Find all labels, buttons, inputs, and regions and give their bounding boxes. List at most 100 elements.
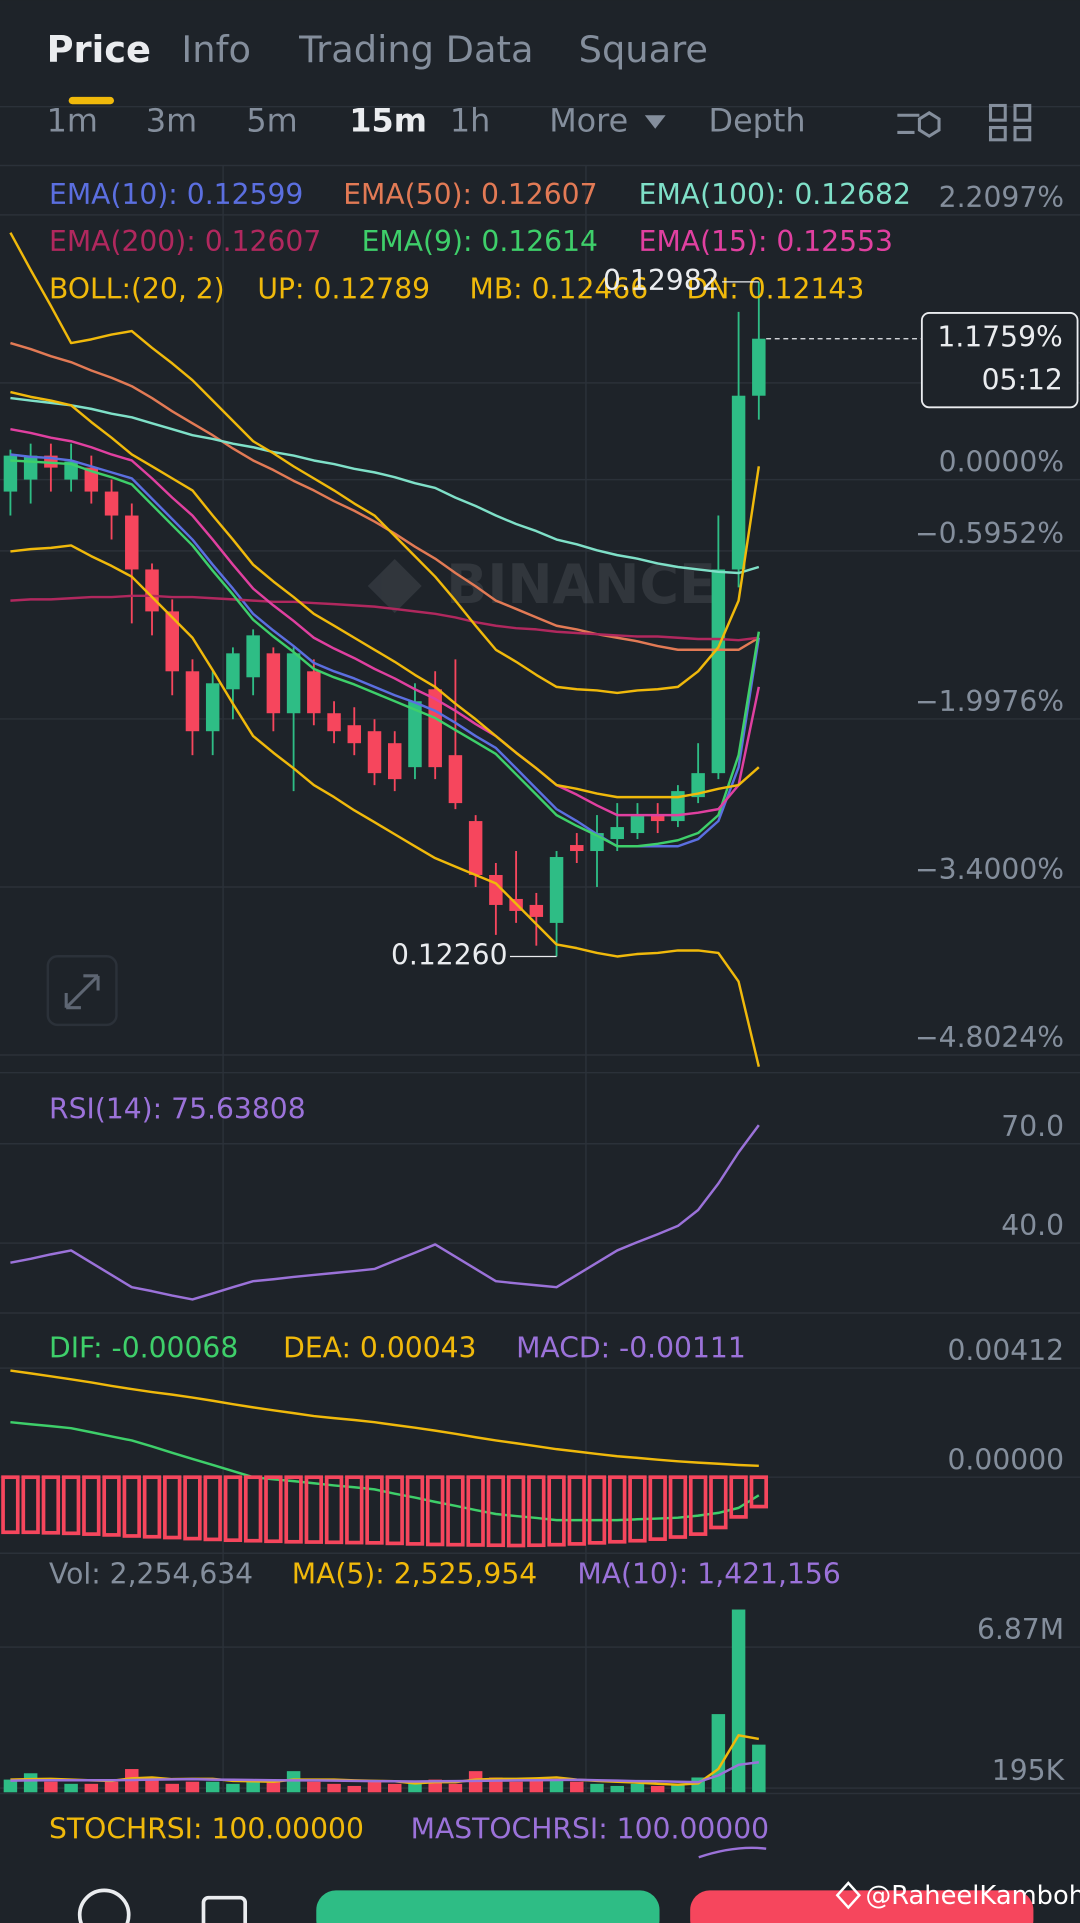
buy-button[interactable] bbox=[316, 1890, 660, 1923]
candle-body bbox=[610, 827, 624, 840]
histogram-bar bbox=[446, 1475, 465, 1547]
histogram-bar bbox=[345, 1475, 364, 1545]
legend-entry: EMA(200): 0.12607 bbox=[49, 225, 321, 258]
candle-body bbox=[408, 701, 422, 768]
interval[interactable]: 1m bbox=[47, 102, 98, 140]
settings-icon[interactable] bbox=[897, 111, 941, 138]
volume-bar bbox=[590, 1783, 604, 1793]
y-tick-label: −3.4000% bbox=[915, 853, 1064, 886]
y-tick-label: −1.9976% bbox=[915, 685, 1064, 718]
y-tick-label: −4.8024% bbox=[915, 1021, 1064, 1054]
candle-body bbox=[387, 743, 402, 780]
legend-entry: EMA(50): 0.12607 bbox=[343, 178, 597, 211]
histogram-bar bbox=[284, 1475, 303, 1544]
indicator-line bbox=[10, 1369, 759, 1468]
indicator-line bbox=[10, 428, 761, 817]
interval[interactable]: 5m bbox=[246, 102, 297, 140]
candle-body bbox=[3, 455, 18, 492]
histogram-bar bbox=[425, 1475, 445, 1547]
histogram-bar bbox=[1, 1475, 20, 1535]
histogram-bar bbox=[466, 1475, 485, 1547]
tab[interactable]: Square bbox=[579, 28, 708, 71]
candle-body bbox=[307, 671, 321, 714]
legend-entry: MA(5): 2,525,954 bbox=[292, 1557, 537, 1590]
tab[interactable]: Info bbox=[181, 28, 251, 71]
indicator-line bbox=[10, 1420, 760, 1522]
layout-icon[interactable] bbox=[988, 103, 1032, 142]
volume-bar bbox=[165, 1783, 179, 1793]
volume-bar bbox=[246, 1779, 260, 1793]
legend-entry: UP: 0.12789 bbox=[257, 273, 430, 306]
volume-bar bbox=[408, 1781, 422, 1793]
sell-button[interactable] bbox=[690, 1890, 1034, 1923]
volume-bar bbox=[307, 1781, 321, 1793]
volume-bar bbox=[448, 1783, 463, 1793]
credit-icon bbox=[835, 1881, 861, 1910]
volume-bar bbox=[145, 1777, 159, 1793]
plots: 2.2097%0.8073%0.0000%−0.5952%−1.9976%−3.… bbox=[0, 178, 1080, 1793]
volume-bar bbox=[671, 1783, 685, 1793]
volume-bar bbox=[327, 1783, 341, 1793]
volume-bar bbox=[711, 1714, 726, 1793]
tab[interactable]: Price bbox=[47, 28, 151, 71]
candle-body bbox=[752, 338, 766, 396]
volume-bar bbox=[226, 1783, 240, 1793]
volume-bar bbox=[610, 1785, 624, 1793]
legend-entry: EMA(100): 0.12682 bbox=[639, 178, 911, 211]
expand-icon bbox=[64, 974, 100, 1010]
volume-bar bbox=[286, 1771, 301, 1793]
candle-body bbox=[286, 653, 301, 714]
histogram-bar bbox=[405, 1475, 425, 1546]
candle-body bbox=[226, 653, 240, 690]
candle-body bbox=[165, 611, 179, 672]
histogram-bar bbox=[749, 1475, 769, 1509]
candle-body bbox=[367, 731, 382, 774]
interval[interactable]: 3m bbox=[146, 102, 197, 140]
histogram-bar bbox=[547, 1475, 566, 1547]
volume-bar bbox=[387, 1783, 402, 1793]
candle-body bbox=[711, 569, 726, 774]
histogram-bar bbox=[648, 1475, 667, 1541]
legend-entry: DIF: -0.00068 bbox=[49, 1332, 238, 1365]
interval-more[interactable]: More bbox=[549, 102, 628, 140]
histogram-bar bbox=[486, 1475, 506, 1548]
y-tick-label: 70.0 bbox=[1001, 1110, 1064, 1143]
indicator-line bbox=[9, 232, 761, 695]
nav-icon[interactable] bbox=[201, 1895, 248, 1923]
price-tag-countdown: 05:12 bbox=[982, 364, 1063, 397]
candle-body bbox=[185, 671, 200, 732]
volume-bar bbox=[367, 1781, 382, 1793]
candle-body bbox=[529, 904, 544, 917]
price-tag bbox=[920, 312, 1079, 409]
indicator-line bbox=[10, 594, 759, 642]
candle-body bbox=[489, 874, 503, 905]
nav-icon[interactable] bbox=[77, 1888, 131, 1923]
volume-bar bbox=[84, 1783, 99, 1793]
candle-body bbox=[570, 845, 584, 852]
legend-entry: DEA: 0.00043 bbox=[283, 1332, 476, 1365]
stochrsi-line bbox=[698, 1846, 767, 1859]
y-tick-label: 2.2097% bbox=[939, 181, 1064, 214]
stochrsi-label: STOCHRSI: 100.00000 bbox=[49, 1812, 364, 1845]
interval[interactable]: 1h bbox=[450, 102, 490, 140]
interval[interactable]: 15m bbox=[349, 102, 427, 140]
histogram-bar bbox=[21, 1475, 40, 1535]
histogram-bar bbox=[608, 1475, 627, 1544]
credit: @RaheelKamboh bbox=[865, 1881, 1080, 1911]
histogram-bar bbox=[506, 1475, 526, 1548]
y-tick-label: 6.87M bbox=[977, 1613, 1064, 1646]
volume-bar bbox=[347, 1785, 362, 1793]
candle-body bbox=[448, 755, 463, 804]
volume-bar bbox=[266, 1781, 281, 1793]
expand-button[interactable] bbox=[46, 955, 118, 1027]
interval[interactable]: Depth bbox=[709, 102, 806, 140]
tab[interactable]: Trading Data bbox=[298, 28, 533, 71]
indicator-line bbox=[10, 544, 761, 1067]
legend-entry: EMA(15): 0.12553 bbox=[639, 225, 893, 258]
histogram-bar bbox=[243, 1475, 263, 1543]
volume-bar bbox=[650, 1785, 665, 1793]
legend-entry: MA(10): 1,421,156 bbox=[577, 1557, 840, 1590]
